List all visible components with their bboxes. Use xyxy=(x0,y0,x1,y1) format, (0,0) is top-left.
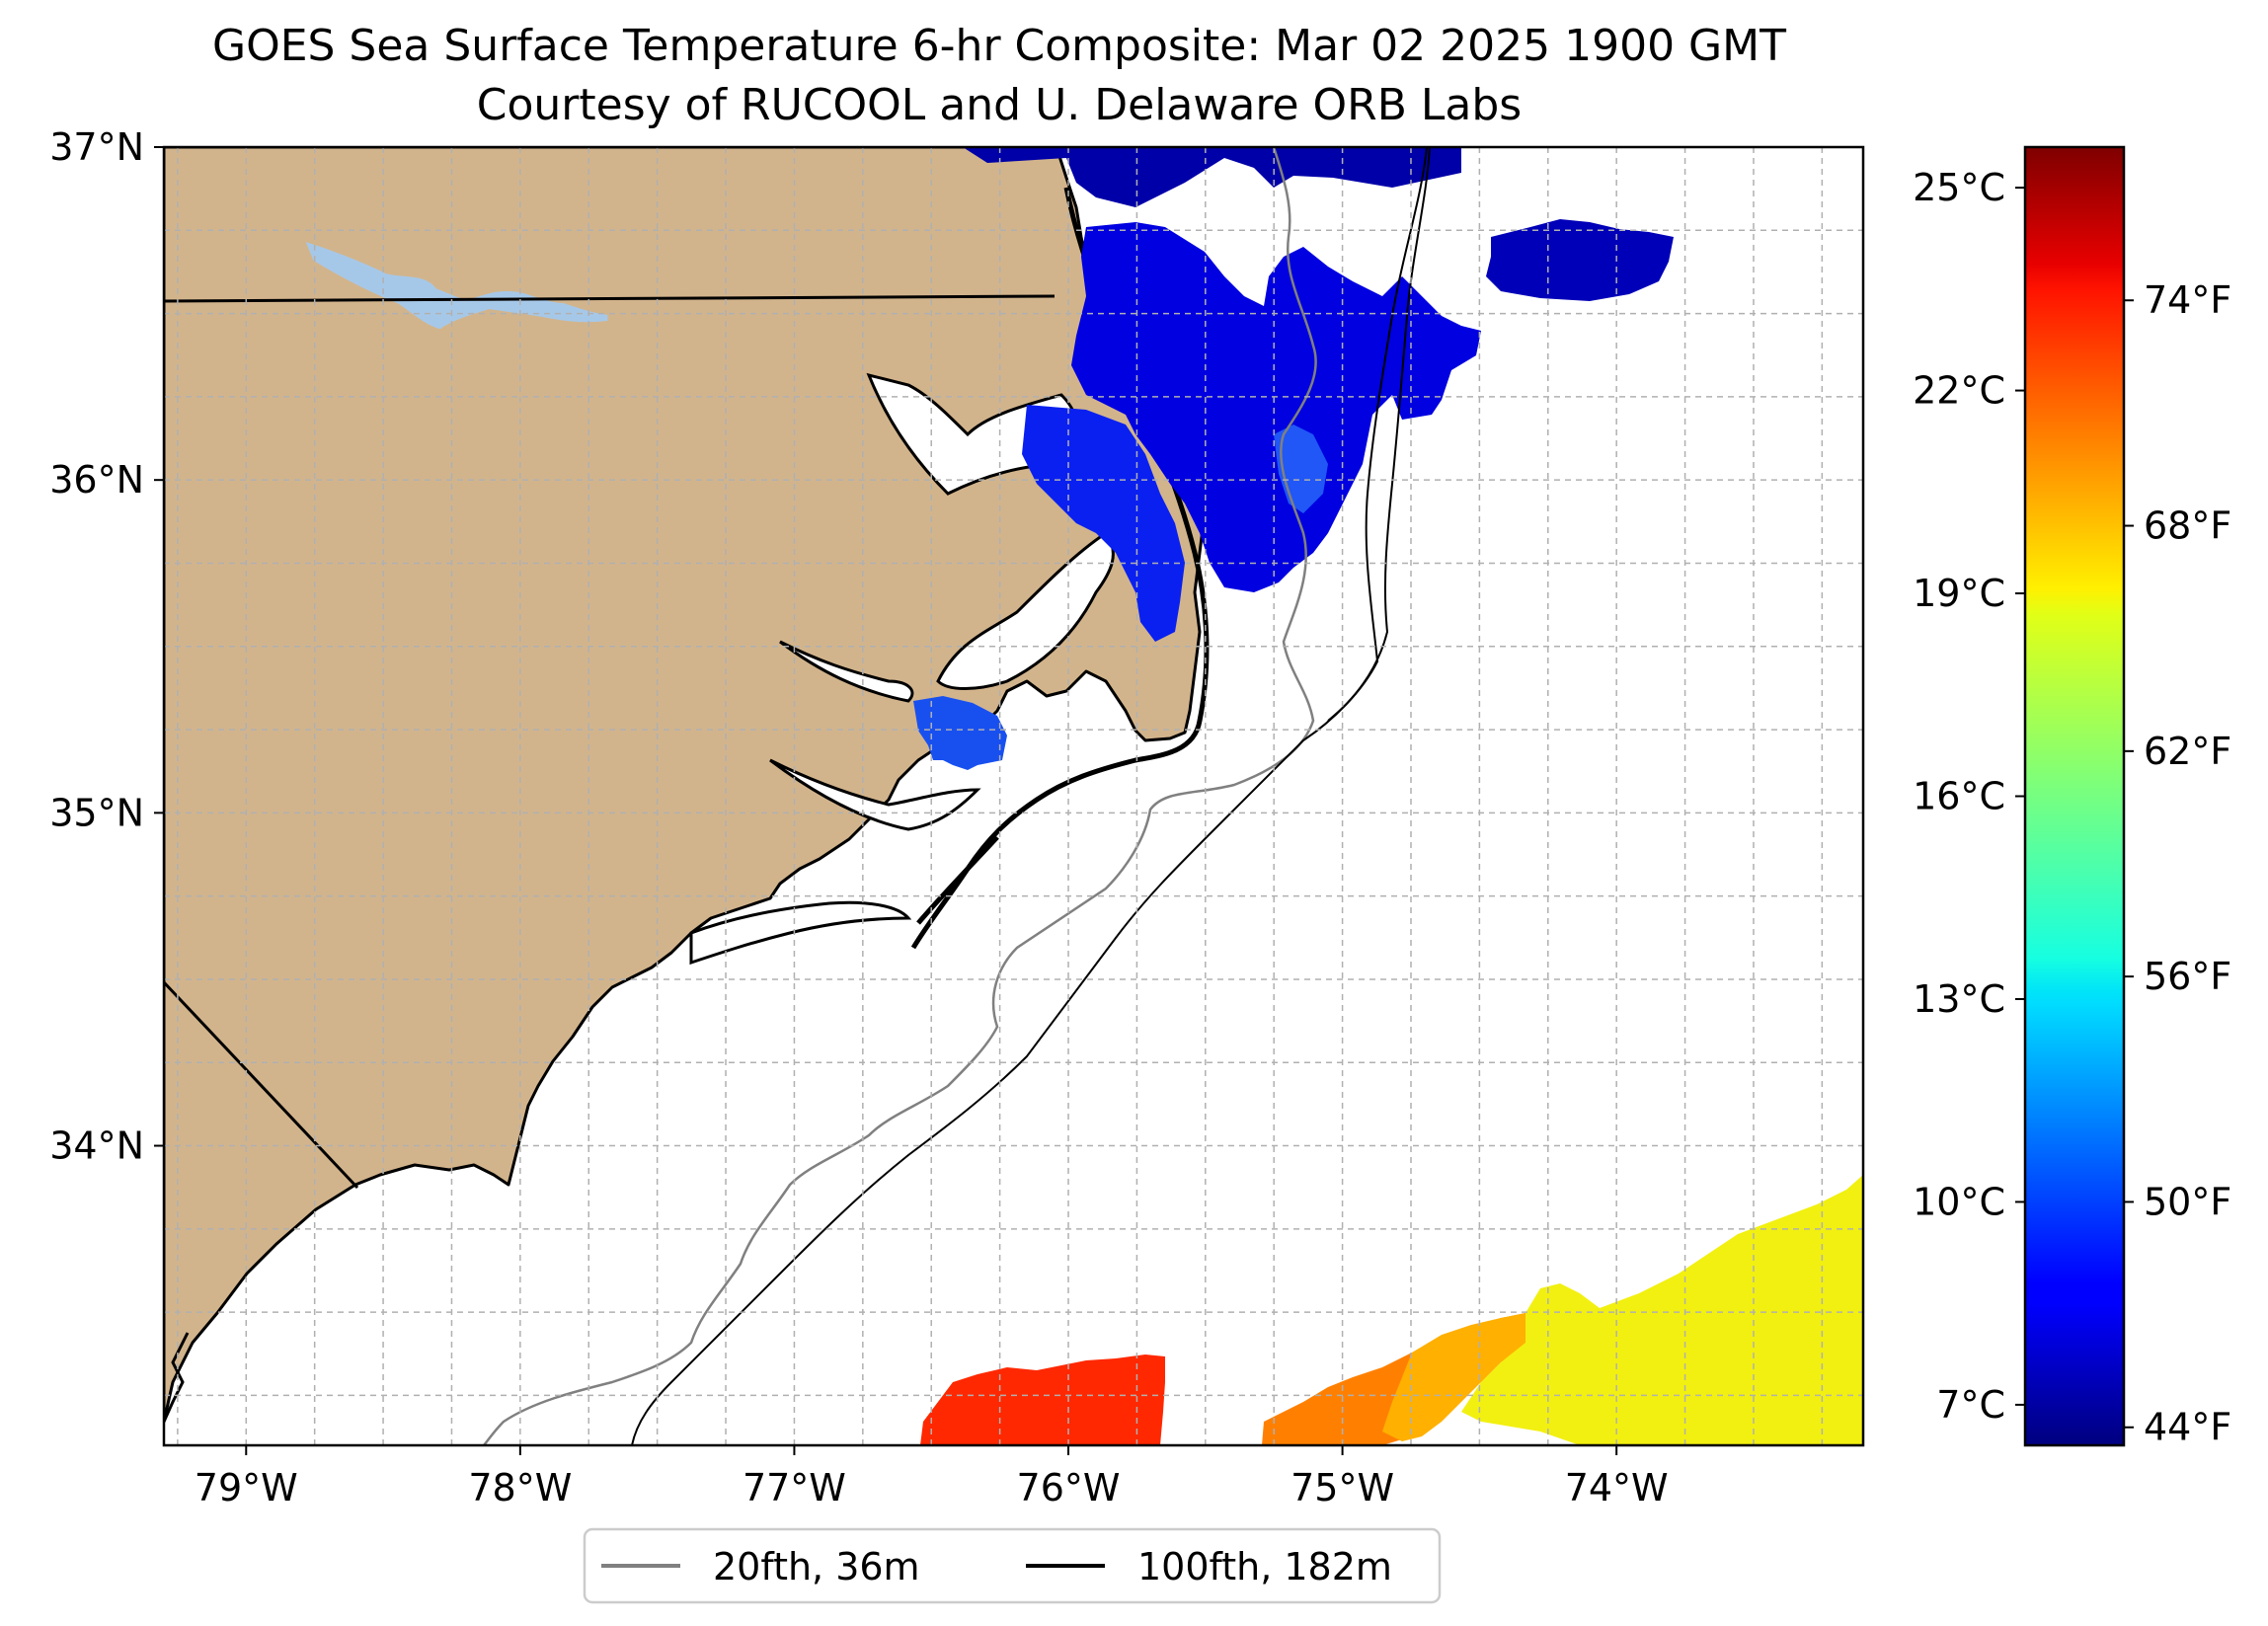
legend: 20fth, 36m 100fth, 182m xyxy=(583,1527,1442,1604)
lat-tick-label: 36°N xyxy=(49,458,144,502)
colorbar-c-label: 10°C xyxy=(1913,1180,2005,1223)
lat-tick-label: 34°N xyxy=(49,1124,144,1168)
map-area xyxy=(162,145,1865,1447)
colorbar-f-label: 44°F xyxy=(2144,1406,2231,1449)
lon-tick-label: 76°W xyxy=(1017,1466,1121,1510)
colorbar: 7°C 10°C 13°C 16°C 19°C 22°C 25°C 44°F 50°F 56°F 6… xyxy=(1913,145,2231,1449)
lon-tick-label: 78°W xyxy=(468,1466,572,1510)
va-nc-border xyxy=(164,294,1056,303)
sst-patch-warm-red xyxy=(920,1355,1165,1445)
colorbar-f-label: 74°F xyxy=(2144,278,2231,322)
sst-patch-cold-northeast xyxy=(1486,219,1674,301)
colorbar-c-label: 25°C xyxy=(1913,166,2005,209)
lon-tick-label: 74°W xyxy=(1565,1466,1669,1510)
colorbar-f-label: 68°F xyxy=(2144,504,2231,548)
lon-tick-label: 75°W xyxy=(1290,1466,1394,1510)
colorbar-ticks: 7°C 10°C 13°C 16°C 19°C 22°C 25°C 44°F 50°F 56°F 6… xyxy=(1913,166,2231,1449)
sst-patch-cold-north xyxy=(963,147,1461,207)
colorbar-c-label: 22°C xyxy=(1913,369,2005,413)
legend-box xyxy=(583,1527,1442,1604)
lat-tick-label: 35°N xyxy=(49,791,144,834)
colorbar-c-label: 7°C xyxy=(1936,1383,2005,1427)
sst-patch-cold-center xyxy=(1071,222,1481,592)
sst-patch-warm-amber xyxy=(1382,1313,1525,1441)
kerr-lake xyxy=(305,242,608,330)
legend-label-100fth: 100fth, 182m xyxy=(1137,1545,1392,1588)
chart-subtitle: Courtesy of RUCOOL and U. Delaware ORB L… xyxy=(476,80,1523,130)
sst-overlay xyxy=(913,147,1863,1445)
lat-tick-label: 37°N xyxy=(49,125,144,169)
bogue-sound xyxy=(689,900,912,966)
colorbar-c-label: 16°C xyxy=(1913,775,2005,818)
isobath-100fth xyxy=(631,147,1428,1445)
isobath-100fth-east xyxy=(1327,147,1431,722)
colorbar-f-label: 50°F xyxy=(2144,1180,2231,1223)
neuse-river xyxy=(769,758,981,831)
cape-lookout-banks xyxy=(916,835,999,925)
pamlico-river xyxy=(779,640,914,703)
isobath-20fth xyxy=(483,147,1317,1445)
colorbar-c-label: 19°C xyxy=(1913,572,2005,615)
sst-patch-warm-yellow xyxy=(1461,1175,1863,1445)
map-frame xyxy=(162,145,1865,1447)
sst-patch-cold-mid xyxy=(1022,405,1185,642)
chart-title: GOES Sea Surface Temperature 6-hr Compos… xyxy=(211,21,1786,71)
map-axes: 79°W 78°W 77°W 76°W 75°W 74°W 37°N 36°N 35°N 34°N xyxy=(49,125,1668,1510)
grid-lines xyxy=(164,147,1863,1445)
colorbar-gradient xyxy=(2023,145,2126,1447)
colorbar-f-label: 56°F xyxy=(2144,955,2231,998)
sst-patch-cold-southwest xyxy=(913,696,1007,770)
nc-sc-border xyxy=(164,980,359,1190)
colorbar-c-label: 13°C xyxy=(1913,977,2005,1021)
lon-tick-label: 79°W xyxy=(195,1466,298,1510)
colorbar-f-label: 62°F xyxy=(2144,730,2231,773)
lon-tick-label: 77°W xyxy=(743,1466,846,1510)
legend-label-20fth: 20fth, 36m xyxy=(713,1545,920,1588)
